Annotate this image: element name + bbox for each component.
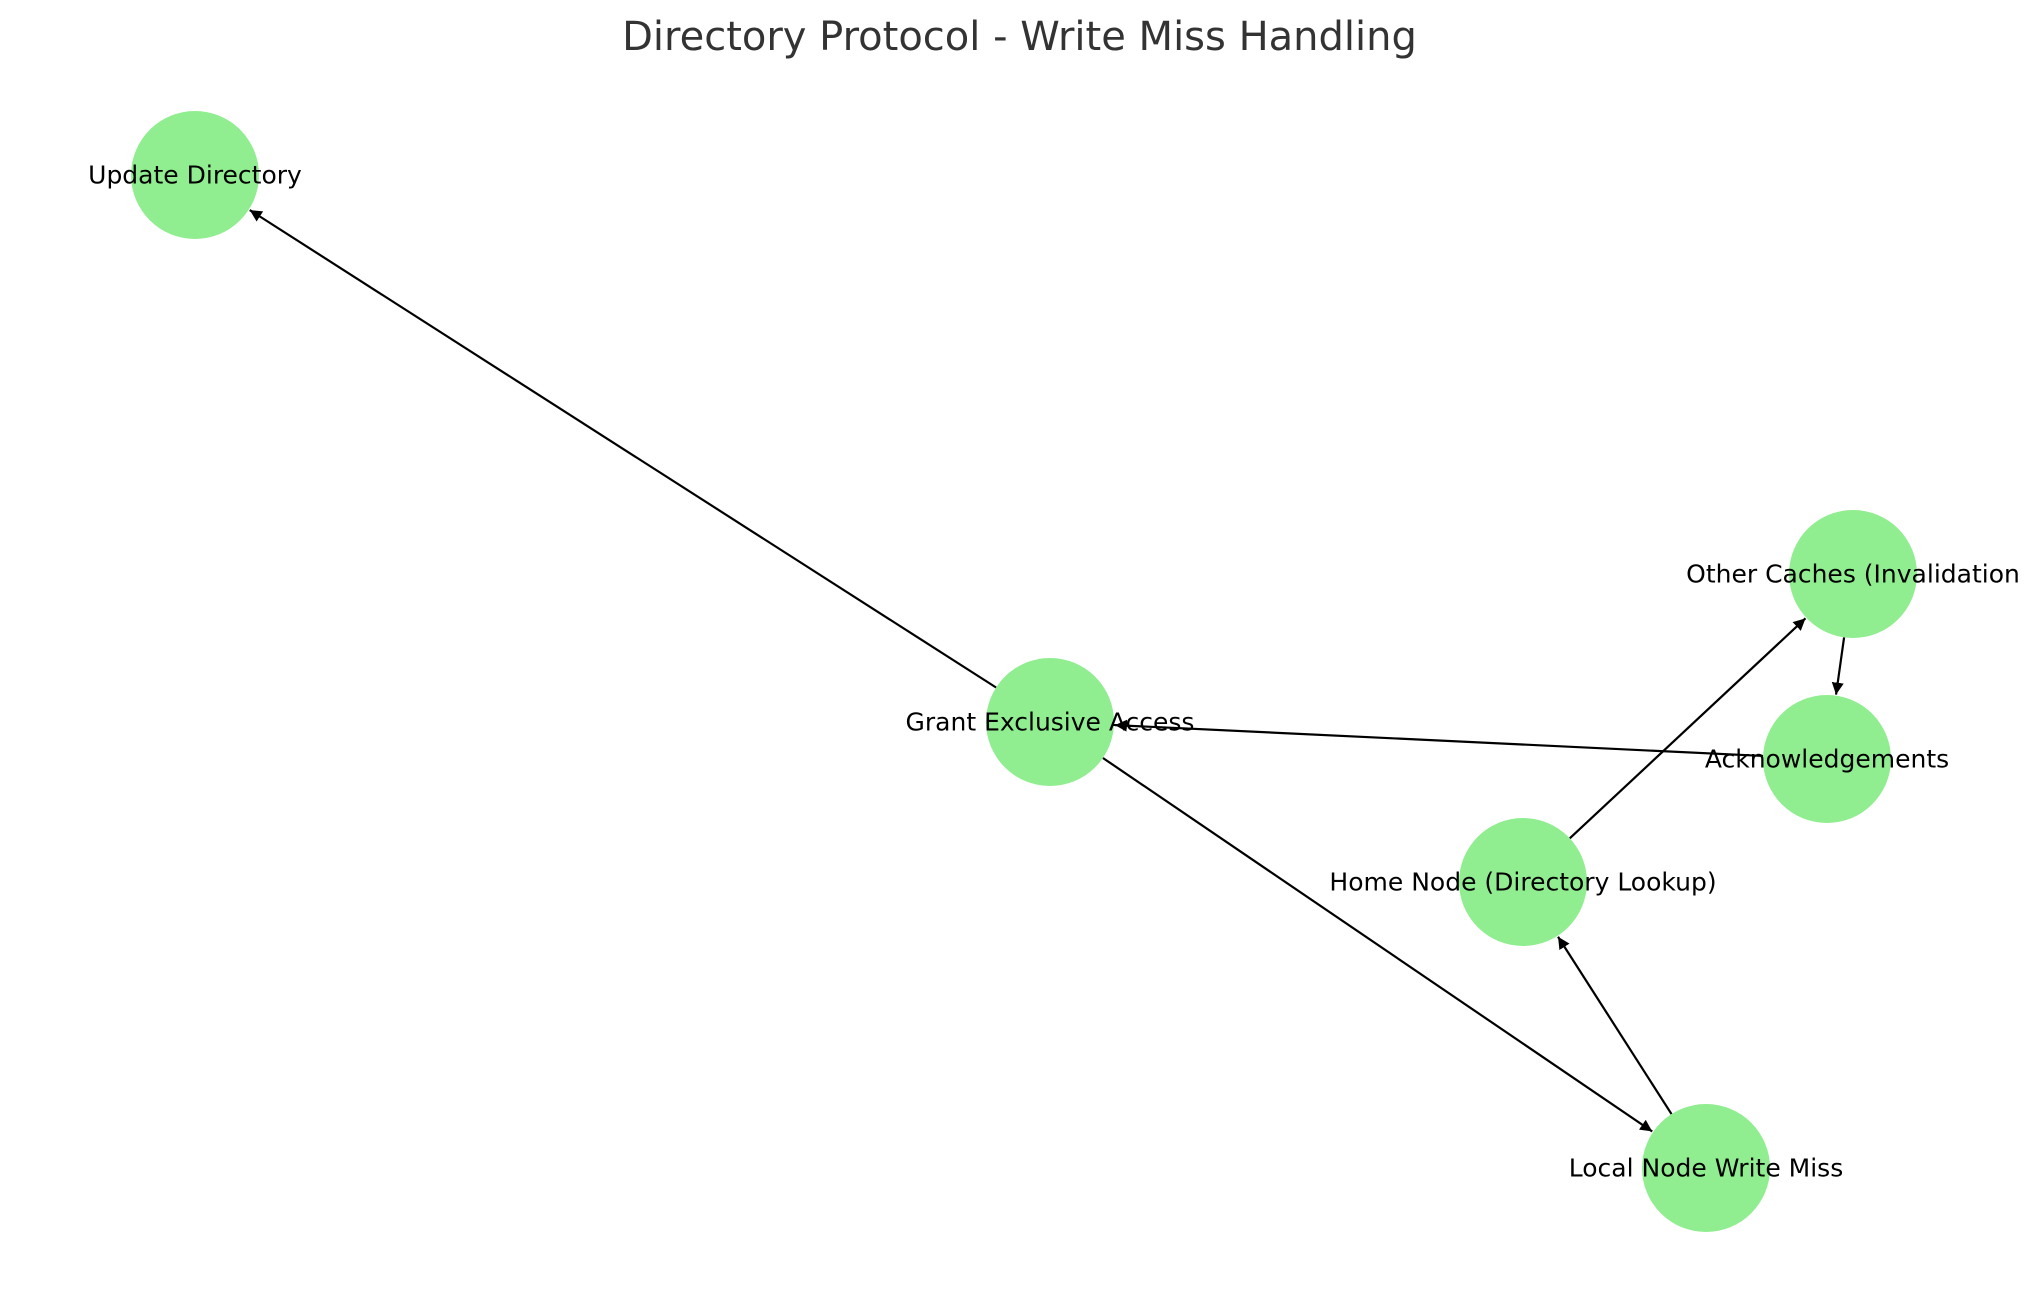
diagram-title: Directory Protocol - Write Miss Handling [622, 14, 1417, 60]
node-label: Other Caches (Invalidation [1686, 560, 2020, 589]
edge-home-to-others [1569, 617, 1807, 840]
node-label: Grant Exclusive Access [906, 708, 1195, 737]
node-circle [986, 658, 1114, 786]
node-circle [1789, 510, 1917, 638]
edge-grant-to-local [1102, 757, 1653, 1133]
edge-acks-to-grant [1114, 719, 1764, 758]
edge-others-to-acks [1831, 637, 1846, 695]
node-circle [1642, 1104, 1770, 1232]
node-others: Other Caches (Invalidation [1686, 510, 2020, 638]
node-label: Home Node (Directory Lookup) [1329, 868, 1716, 897]
edge-local-to-home [1557, 936, 1673, 1115]
node-circle [131, 111, 259, 239]
edge-grant-to-update [249, 209, 997, 689]
node-home: Home Node (Directory Lookup) [1329, 818, 1717, 946]
node-label: Local Node Write Miss [1569, 1154, 1843, 1183]
node-circle [1763, 695, 1891, 823]
node-circle [1459, 818, 1587, 946]
node-label: Update Directory [88, 161, 302, 190]
node-label: Acknowledgements [1705, 745, 1949, 774]
node-update: Update Directory [88, 111, 302, 239]
node-grant: Grant Exclusive Access [906, 658, 1195, 786]
edges-layer [249, 209, 1846, 1133]
nodes-layer: Update Directory Other Caches (Invalidati… [88, 111, 2020, 1232]
node-acks: Acknowledgements [1705, 695, 1949, 823]
node-local: Local Node Write Miss [1569, 1104, 1843, 1232]
